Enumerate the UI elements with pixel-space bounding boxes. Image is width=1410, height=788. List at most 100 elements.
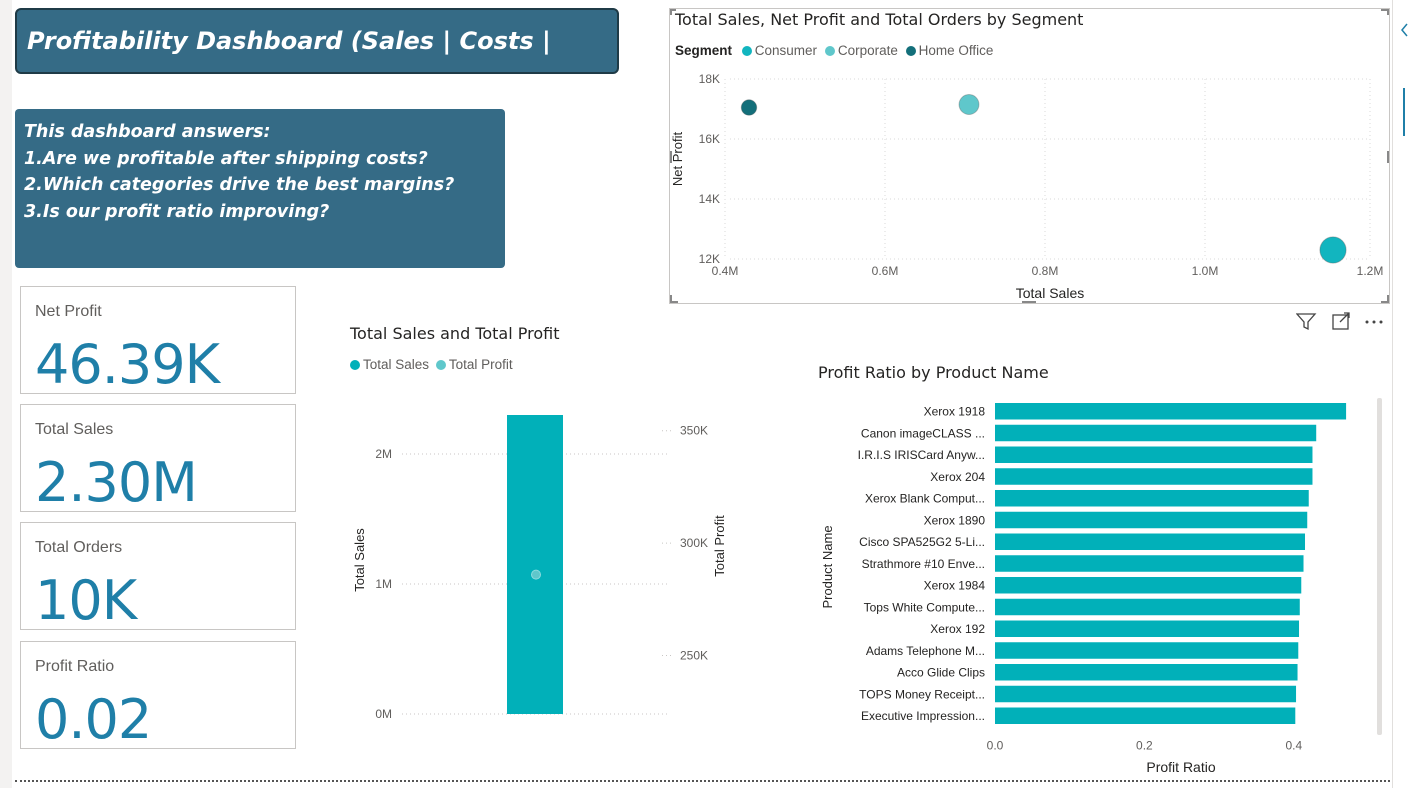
bars-scrollbar[interactable] (1377, 398, 1382, 735)
focus-mode-icon[interactable] (1332, 312, 1350, 330)
bars-category-label: Tops White Compute... (864, 600, 985, 614)
bars-category-label: Xerox 204 (930, 470, 985, 484)
legend-item-total-profit[interactable]: Total Profit (435, 357, 513, 372)
info-heading: This dashboard answers: (24, 122, 271, 142)
combo-legend: Total Sales Total Profit (350, 357, 513, 372)
legend-marker (741, 46, 752, 57)
scatter-x-tick: 0.6M (872, 264, 899, 278)
kpi-label: Profit Ratio (35, 658, 115, 675)
bars-category-label: Adams Telephone M... (866, 644, 985, 658)
combo-bar-total-sales (507, 415, 563, 714)
bars-bar (995, 642, 1299, 659)
filters-label-icon (1403, 88, 1405, 136)
bars-category-label: Xerox 192 (930, 622, 985, 636)
legend-marker (905, 46, 916, 57)
combo-y-left-tick: 1M (375, 577, 392, 591)
legend-label: Consumer (754, 43, 818, 58)
scatter-y-tick: 18K (699, 72, 720, 86)
scatter-y-tick: 16K (699, 132, 720, 146)
bars-bar (995, 664, 1298, 681)
bars-category-label: Acco Glide Clips (897, 666, 985, 680)
combo-title: Total Sales and Total Profit (350, 324, 560, 343)
kpi-card-profit-ratio[interactable]: Profit Ratio 0.02 (20, 641, 296, 751)
scatter-x-axis-title: Total Sales (1016, 285, 1084, 301)
dashboard-title: Profitability Dashboard (Sales | Costs |… (15, 8, 619, 117)
legend-item-total-sales[interactable]: Total Sales (350, 357, 429, 372)
legend-label: Corporate (837, 43, 898, 58)
scatter-x-tick: 1.2M (1357, 264, 1384, 278)
filters-pane-collapsed[interactable] (1392, 0, 1410, 788)
legend-item-consumer[interactable]: Consumer (741, 43, 818, 58)
bars-bar (995, 446, 1313, 463)
page-bottom-divider (15, 780, 1390, 782)
kpi-value: 0.02 (35, 688, 152, 751)
resize-handle[interactable] (1387, 151, 1389, 163)
kpi-value: 2.30M (35, 451, 198, 514)
more-options-icon[interactable] (1365, 320, 1383, 324)
bars-x-axis-title: Profit Ratio (1146, 759, 1215, 775)
bars-bar (995, 533, 1306, 550)
legend-title: Segment (675, 43, 733, 58)
bars-x-tick: 0.4 (1285, 738, 1302, 752)
bars-bar (995, 468, 1313, 485)
resize-handle[interactable] (1381, 9, 1389, 11)
bars-bar (995, 707, 1296, 724)
bars-bar (995, 598, 1300, 616)
scatter-title: Total Sales, Net Profit and Total Orders… (675, 10, 1084, 29)
visual-header-toolbar (1295, 311, 1386, 333)
kpi-label: Net Profit (35, 303, 102, 320)
info-question-3: 3.Is our profit ratio improving? (24, 201, 330, 222)
combo-y-right-tick: 300K (680, 536, 708, 550)
bars-category-label: Xerox 1984 (924, 579, 986, 593)
bars-category-label: Xerox 1890 (924, 513, 986, 527)
kpi-card-total-orders[interactable]: Total Orders 10K (20, 522, 296, 632)
kpi-label: Total Orders (35, 539, 123, 556)
bars-bar (995, 685, 1297, 703)
bars-category-label: Xerox Blank Comput... (865, 492, 985, 506)
combo-y-right-tick: 350K (680, 424, 708, 438)
combo-y-axis-left-title: Total Sales (352, 528, 367, 592)
resize-handle[interactable] (670, 9, 672, 15)
chevron-left-icon[interactable] (1401, 23, 1408, 37)
legend-item-home-office[interactable]: Home Office (905, 43, 994, 58)
legend-marker (824, 46, 835, 57)
bars-y-axis-title: Product Name (820, 525, 835, 608)
kpi-card-total-sales[interactable]: Total Sales 2.30M (20, 404, 296, 514)
bars-category-label: Cisco SPA525G2 5-Li... (859, 535, 985, 549)
scatter-legend: Segment Consumer Corporate Home Office (675, 43, 993, 58)
scatter-y-tick: 12K (699, 252, 720, 266)
resize-handle[interactable] (670, 151, 672, 163)
resize-handle[interactable] (670, 9, 676, 11)
bars-x-tick: 0.2 (1136, 738, 1153, 752)
scatter-point-consumer (1319, 236, 1347, 264)
scatter-x-tick: 1.0M (1192, 264, 1219, 278)
bars-category-label: Xerox 1918 (924, 405, 986, 419)
resize-handle[interactable] (1387, 9, 1389, 15)
resize-handle[interactable] (1381, 301, 1389, 303)
legend-marker (350, 360, 360, 371)
bars-plot: Product Name Profit Ratio 0.0 0.2 0.4 Xerox… (820, 398, 1382, 775)
info-panel: This dashboard answers: 1.Are we profita… (15, 109, 505, 268)
filter-icon[interactable] (1295, 313, 1317, 331)
scatter-y-tick: 14K (699, 192, 720, 206)
resize-handle[interactable] (670, 295, 672, 303)
scatter-y-axis-title: Net Profit (670, 132, 685, 187)
combo-y-axis-right-title: Total Profit (712, 515, 727, 577)
resize-handle[interactable] (1022, 301, 1036, 303)
info-question-1: 1.Are we profitable after shipping costs… (24, 148, 428, 169)
kpi-label: Total Sales (35, 421, 114, 438)
legend-label: Home Office (918, 43, 994, 58)
kpi-card-net-profit[interactable]: Net Profit 46.39K (20, 286, 296, 396)
scatter-x-tick: 0.8M (1032, 264, 1059, 278)
canvas-left-gutter (0, 0, 12, 788)
scatter-visual[interactable]: Total Sales, Net Profit and Total Orders… (669, 8, 1390, 304)
bars-bar (995, 577, 1302, 594)
resize-handle[interactable] (1387, 295, 1389, 303)
legend-item-corporate[interactable]: Corporate (824, 43, 898, 58)
info-question-2: 2.Which categories drive the best margin… (24, 175, 455, 195)
resize-handle[interactable] (670, 301, 678, 303)
bars-bar (995, 424, 1317, 442)
bars-category-label: Executive Impression... (861, 709, 985, 723)
bars-category-label: TOPS Money Receipt... (859, 687, 985, 701)
combo-point-total-profit (531, 569, 541, 580)
